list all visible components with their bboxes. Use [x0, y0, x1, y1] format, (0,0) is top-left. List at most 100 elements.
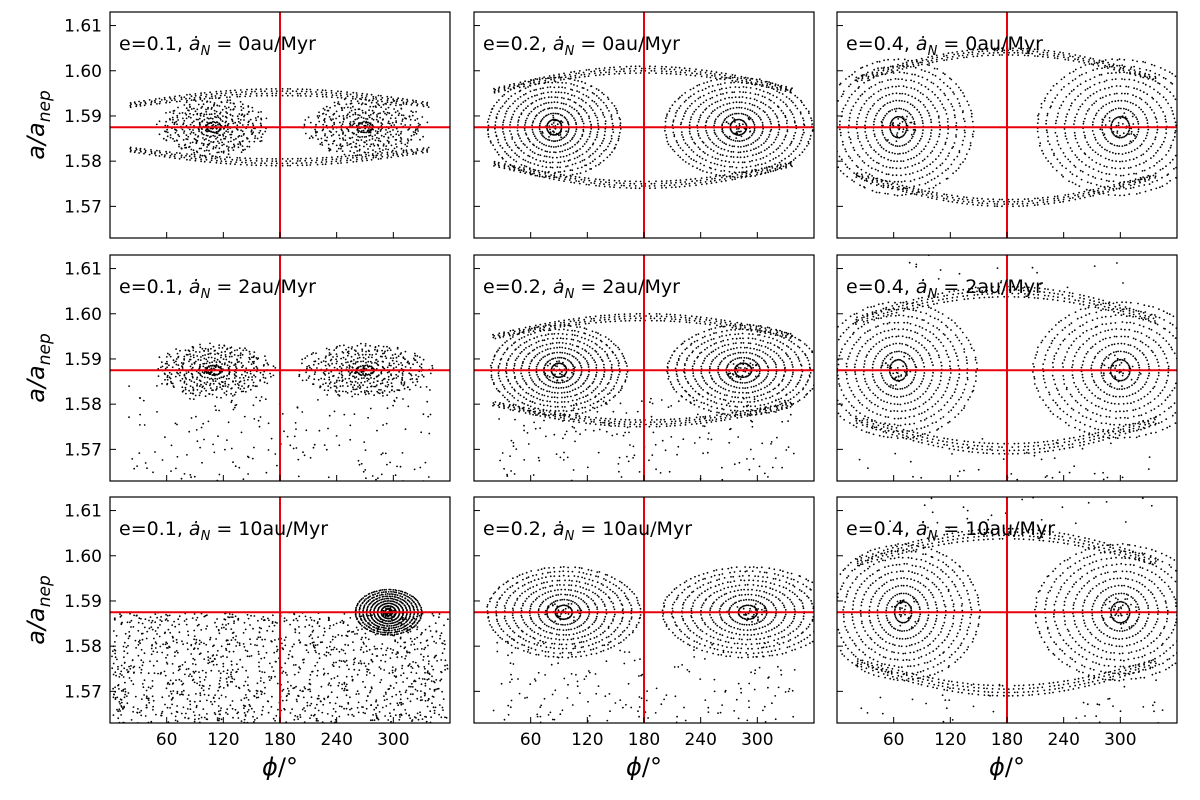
scatter-point — [587, 75, 590, 77]
scatter-point — [919, 61, 922, 64]
scatter-point — [405, 151, 408, 153]
scatter-point — [352, 105, 354, 108]
scatter-point — [244, 91, 247, 93]
scatter-point — [679, 71, 682, 74]
scatter-point — [1114, 107, 1117, 110]
scatter-point — [557, 91, 560, 94]
scatter-point — [1089, 146, 1092, 149]
scatter-point — [1144, 113, 1146, 116]
scatter-point — [390, 151, 393, 153]
scatter-point — [368, 114, 370, 117]
scatter-point — [541, 175, 544, 178]
scatter-point — [800, 101, 803, 104]
scatter-point — [706, 154, 709, 156]
scatter-point — [563, 72, 565, 75]
scatter-point — [231, 158, 234, 161]
scatter-point — [719, 93, 722, 95]
scatter-point — [1118, 145, 1121, 148]
scatter-point — [769, 83, 771, 86]
scatter-point — [221, 120, 224, 123]
scatter-point — [583, 177, 586, 179]
scatter-point — [699, 137, 701, 140]
scatter-point — [744, 171, 747, 174]
scatter-point — [618, 180, 621, 182]
scatter-point — [385, 148, 387, 150]
scatter-point — [346, 157, 349, 160]
scatter-point — [946, 177, 949, 180]
scatter-point — [913, 131, 916, 134]
scatter-point — [183, 96, 186, 98]
scatter-point — [320, 91, 323, 94]
scatter-point — [1092, 121, 1094, 123]
scatter-point — [529, 140, 531, 143]
scatter-point — [1067, 195, 1070, 198]
scatter-point — [213, 112, 216, 115]
scatter-point — [1097, 109, 1100, 112]
scatter-point — [734, 112, 736, 115]
scatter-point — [342, 137, 344, 140]
scatter-point — [218, 129, 221, 132]
scatter-point — [887, 139, 889, 141]
scatter-point — [551, 161, 554, 164]
scatter-point — [1027, 198, 1030, 200]
scatter-point — [198, 117, 201, 120]
scatter-point — [583, 179, 586, 181]
scatter-point — [253, 140, 256, 143]
scatter-point — [360, 98, 363, 101]
scatter-point — [218, 155, 221, 158]
scatter-point — [551, 123, 553, 126]
scatter-point — [335, 158, 338, 161]
scatter-point — [259, 140, 262, 143]
scatter-point — [693, 110, 696, 113]
scatter-point — [970, 115, 973, 118]
scatter-point — [363, 120, 365, 123]
scatter-point — [742, 113, 745, 116]
scatter-point — [379, 140, 382, 143]
scatter-point — [585, 150, 588, 153]
scatter-point — [582, 93, 585, 96]
scatter-point — [178, 145, 180, 148]
scatter-point — [1159, 168, 1162, 171]
scatter-point — [568, 153, 571, 156]
scatter-point — [857, 117, 859, 119]
scatter-point — [523, 168, 525, 171]
scatter-point — [1152, 155, 1155, 157]
scatter-point — [986, 47, 989, 50]
scatter-point — [803, 148, 806, 151]
scatter-point — [899, 167, 902, 170]
scatter-point — [1062, 52, 1065, 54]
scatter-point — [1139, 89, 1142, 92]
scatter-point — [740, 75, 743, 78]
scatter-point — [794, 104, 797, 107]
scatter-point — [921, 63, 923, 66]
scatter-point — [735, 112, 738, 115]
scatter-point — [415, 152, 417, 155]
scatter-point — [875, 139, 878, 141]
scatter-point — [725, 135, 728, 138]
scatter-point — [341, 129, 343, 132]
scatter-point — [949, 77, 951, 80]
scatter-point — [759, 117, 761, 119]
scatter-point — [893, 108, 896, 110]
scatter-point — [239, 157, 241, 159]
scatter-point — [575, 109, 578, 112]
scatter-point — [736, 77, 739, 79]
scatter-point — [844, 148, 847, 151]
scatter-point — [877, 169, 879, 172]
scatter-point — [932, 82, 935, 85]
scatter-point — [219, 112, 221, 115]
scatter-point — [961, 111, 964, 114]
scatter-point — [512, 159, 515, 161]
scatter-point — [786, 129, 789, 131]
scatter-point — [1117, 122, 1120, 124]
scatter-point — [371, 135, 374, 138]
scatter-point — [1076, 113, 1078, 115]
scatter-point — [1096, 189, 1099, 192]
scatter-point — [338, 137, 341, 140]
scatter-point — [251, 122, 254, 125]
scatter-point — [191, 141, 194, 144]
scatter-point — [774, 138, 777, 141]
scatter-point — [595, 184, 597, 187]
scatter-point — [1068, 53, 1071, 55]
scatter-point — [711, 178, 713, 180]
